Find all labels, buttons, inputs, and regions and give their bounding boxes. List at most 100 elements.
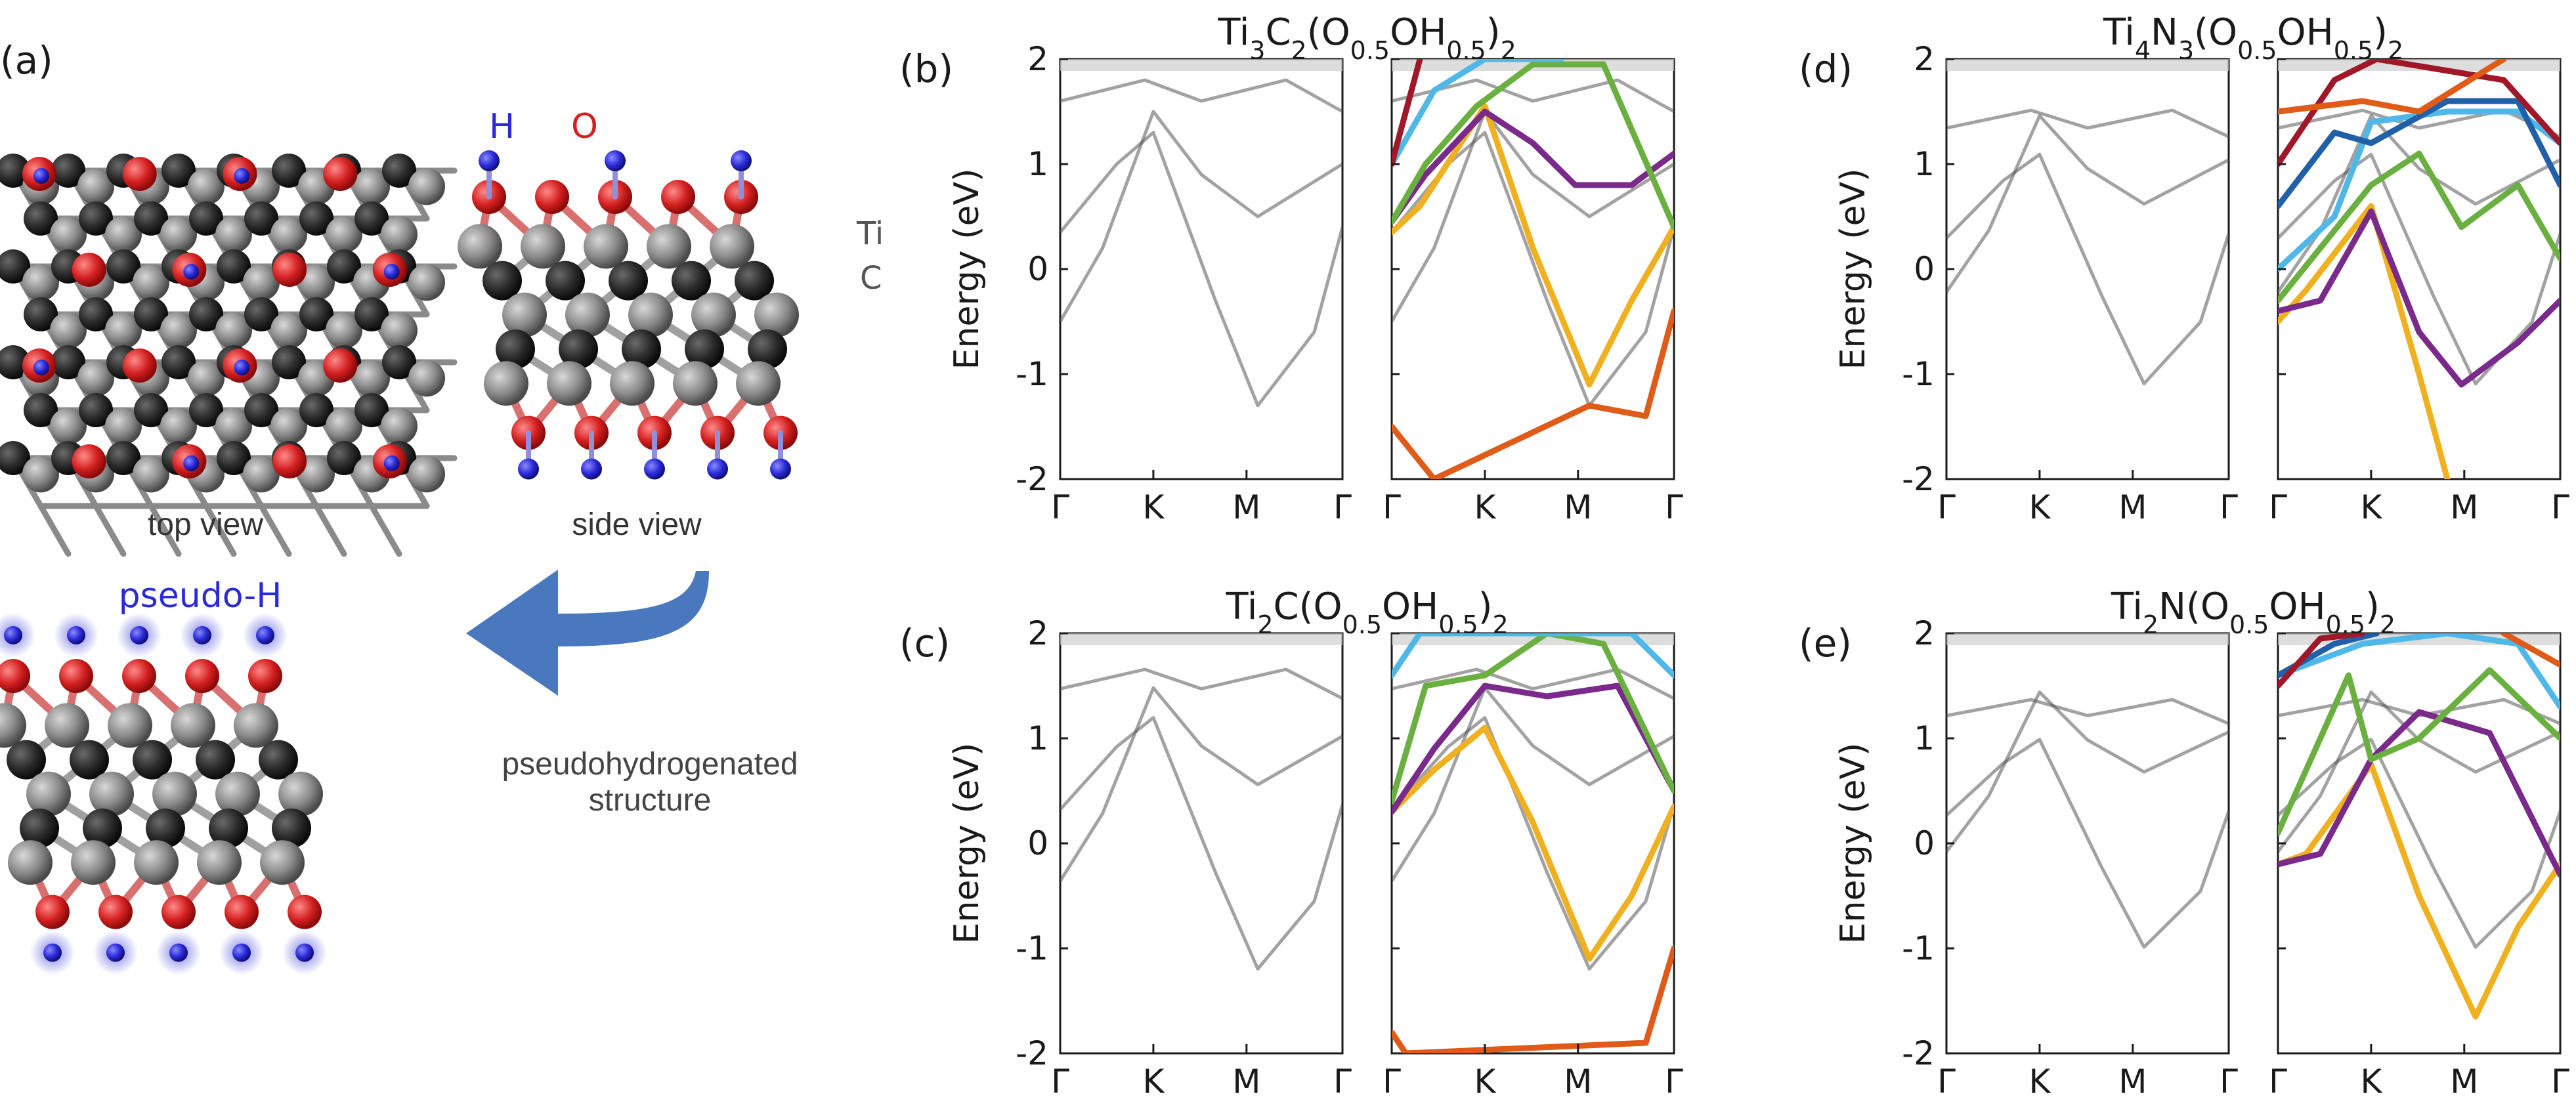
carbon-atom <box>79 297 113 331</box>
x-tick-label: Γ <box>1937 1063 1956 1101</box>
carbon-atom <box>70 740 109 780</box>
bond <box>313 503 347 557</box>
band-green <box>1392 633 1674 805</box>
titanium-atom <box>108 703 152 748</box>
spectral-band <box>1946 114 2229 293</box>
atom-label-ti: Ti <box>856 215 884 252</box>
band-cyan <box>2278 633 2560 710</box>
titanium-atom <box>408 455 445 493</box>
pseudo-h-structure <box>0 613 327 975</box>
titanium-atom <box>215 216 252 253</box>
titanium-atom <box>710 224 754 269</box>
y-tick-label: -1 <box>1902 355 1935 393</box>
carbon-atom <box>83 809 122 848</box>
hydrogen-atom <box>479 150 500 171</box>
y-tick-label: 0 <box>1027 250 1048 288</box>
x-tick-label: K <box>1143 488 1165 526</box>
titanium-atom <box>270 312 307 349</box>
band-blue <box>2278 98 2560 209</box>
spectral-band-top <box>1060 59 1342 71</box>
oxygen-atom <box>122 157 157 191</box>
spectral-band <box>1060 716 1342 971</box>
y-tick-label: -1 <box>1902 929 1935 967</box>
carbon-atom <box>244 201 278 236</box>
titanium-atom <box>8 840 53 885</box>
spectral-band <box>2278 690 2560 853</box>
band-yellow <box>1392 103 1674 388</box>
oxygen-atom <box>72 444 106 478</box>
pseudo-hydrogen-atom <box>67 626 85 644</box>
carbon-atom <box>327 249 361 284</box>
oxygen-atom <box>59 659 93 693</box>
bond <box>37 503 72 557</box>
plot-frame <box>1059 632 1344 1055</box>
titanium-atom <box>326 312 362 349</box>
spectral-band <box>1060 686 1342 882</box>
titanium-atom <box>215 312 252 349</box>
hydrogen-atom <box>605 150 626 171</box>
x-tick-label: M <box>1564 1063 1592 1101</box>
plot-frame <box>1059 58 1344 480</box>
titanium-atom <box>26 771 71 816</box>
panel-label: (c) <box>899 621 950 665</box>
pseudo-hydrogen-atom <box>256 626 274 644</box>
oxygen-atom <box>122 659 156 693</box>
band-yellow <box>2278 203 2451 479</box>
plot-frame <box>1945 58 2230 480</box>
hydrogen-atom <box>183 455 200 471</box>
carbon-atom <box>559 329 598 369</box>
hydrogen-atom <box>33 360 49 375</box>
band-orange <box>1392 945 1674 1053</box>
titanium-atom <box>171 703 215 748</box>
carbon-atom <box>24 297 58 331</box>
titanium-atom <box>22 264 59 301</box>
x-tick-label: Γ <box>1333 488 1352 526</box>
x-tick-label: K <box>1143 1063 1165 1101</box>
x-tick-label: Γ <box>1383 488 1401 526</box>
spectral-band <box>1060 78 1342 114</box>
titanium-atom <box>353 360 390 397</box>
titanium-atom <box>691 292 736 337</box>
titanium-atom <box>234 703 278 748</box>
top-view-structure <box>0 154 458 557</box>
carbon-atom <box>272 345 306 379</box>
carbon-atom <box>622 329 661 369</box>
y-axis-label: Energy (eV) <box>1834 743 1873 944</box>
x-tick-label: Γ <box>1051 488 1069 526</box>
carbon-atom <box>79 393 113 427</box>
bond <box>93 503 127 557</box>
band-yellow <box>2278 761 2560 1020</box>
titanium-atom <box>584 224 628 269</box>
spectral-band <box>1060 110 1342 323</box>
oxygen-atom <box>248 659 282 693</box>
carbon-atom <box>209 809 248 848</box>
titanium-atom <box>188 168 225 205</box>
carbon-atom <box>354 393 389 427</box>
oxygen-atom <box>72 253 106 287</box>
titanium-atom <box>754 292 799 337</box>
carbon-atom <box>24 201 58 236</box>
titanium-atom <box>408 360 445 397</box>
panel-label: (d) <box>1799 47 1853 91</box>
titanium-atom <box>610 361 655 406</box>
y-tick-label: 1 <box>1914 145 1935 183</box>
carbon-atom <box>672 261 711 301</box>
titanium-atom <box>736 361 781 406</box>
x-tick-label: K <box>2361 1063 2383 1101</box>
hydrogen-atom <box>234 168 250 184</box>
x-tick-label: Γ <box>2220 1063 2238 1101</box>
band-green <box>2278 150 2560 304</box>
arrow-caption-line2: structure <box>589 783 712 818</box>
top-view-label: top view <box>148 507 263 542</box>
carbon-atom <box>382 154 416 188</box>
titanium-atom <box>381 216 418 253</box>
spectral-band <box>1946 690 2229 853</box>
titanium-atom <box>50 216 87 253</box>
carbon-atom <box>299 201 333 236</box>
y-tick-label: -1 <box>1016 929 1048 967</box>
